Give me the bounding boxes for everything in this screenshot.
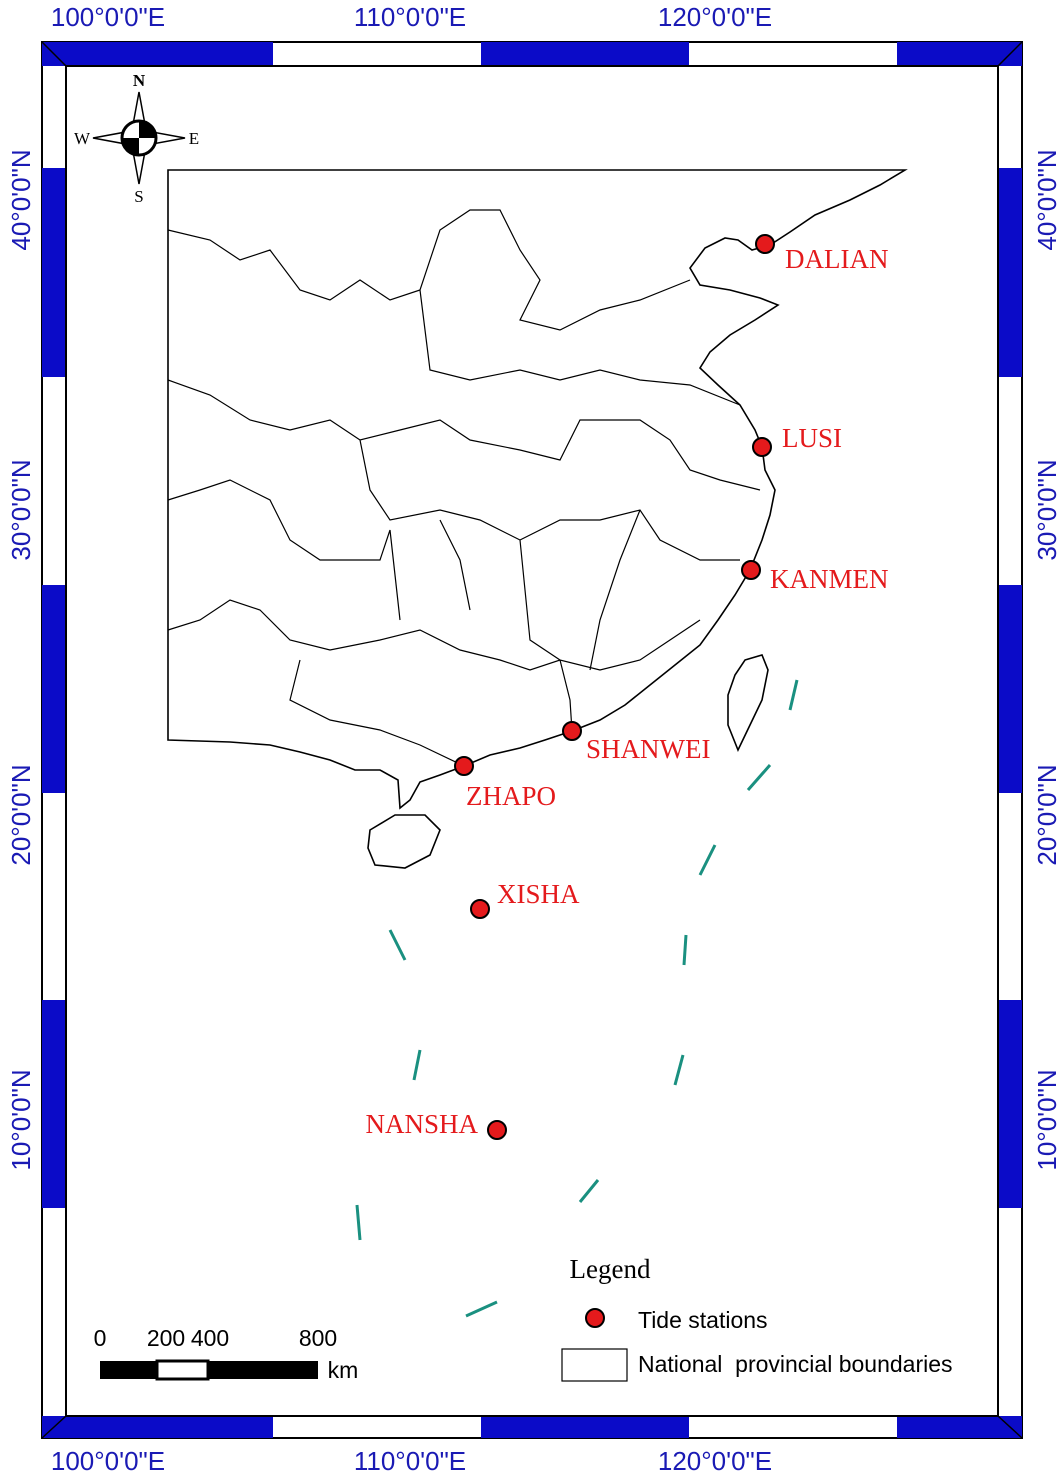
station-label: LUSI: [782, 423, 842, 453]
north-arrow: N S W E: [74, 71, 199, 206]
station-label: SHANWEI: [586, 734, 710, 764]
station-marker: [752, 437, 772, 457]
compass-label: S: [134, 187, 143, 206]
scale-label: 0: [94, 1325, 107, 1351]
station-label: ZHAPO: [466, 781, 556, 811]
station-marker: [562, 721, 582, 741]
station-marker: [454, 756, 474, 776]
lat-label: 30°0'0"N: [1032, 459, 1062, 560]
lat-label: 40°0'0"N: [6, 149, 36, 250]
lat-label: 10°0'0"N: [6, 1069, 36, 1170]
station-marker: [755, 234, 775, 254]
scale-label: 800: [299, 1325, 337, 1351]
lon-label: 120°0'0"E: [658, 1446, 772, 1476]
compass-label: E: [189, 129, 199, 148]
legend-label: Tide stations: [638, 1307, 768, 1333]
lat-label: 40°0'0"N: [1032, 149, 1062, 250]
lat-label: 20°0'0"N: [6, 764, 36, 865]
nine-dash-line: [355, 679, 799, 1318]
station-label: NANSHA: [365, 1109, 478, 1139]
station-label: DALIAN: [785, 244, 888, 274]
lon-label: 110°0'0"E: [354, 1446, 466, 1476]
scale-bar: 0 200 400 800 km: [94, 1325, 359, 1383]
compass-label: W: [74, 129, 91, 148]
lat-label: 10°0'0"N: [1032, 1069, 1062, 1170]
legend: Legend Tide stations National provincial…: [561, 1254, 953, 1382]
scale-unit: km: [328, 1357, 359, 1383]
lon-label: 120°0'0"E: [658, 2, 772, 32]
scale-label: 400: [191, 1325, 229, 1351]
land: [167, 169, 908, 869]
frame: [41, 41, 1023, 1439]
station-marker: [470, 899, 490, 919]
station-marker: [487, 1120, 507, 1140]
legend-title: Legend: [570, 1254, 651, 1284]
station-label: KANMEN: [770, 564, 889, 594]
lon-label: 110°0'0"E: [354, 2, 466, 32]
lon-label: 100°0'0"E: [51, 2, 165, 32]
legend-label: National provincial boundaries: [638, 1351, 953, 1377]
station-marker: [741, 560, 761, 580]
stations: DALIAN LUSI KANMEN SHANWEI ZHAPO XISHA NANSHA: [365, 234, 889, 1140]
lat-label: 30°0'0"N: [6, 459, 36, 560]
graticule-labels: 100°0'0"E 110°0'0"E 120°0'0"E 100°0'0"E …: [6, 2, 1062, 1476]
lat-label: 20°0'0"N: [1032, 764, 1062, 865]
scale-label: 200: [147, 1325, 185, 1351]
station-label: XISHA: [497, 879, 580, 909]
compass-label: N: [133, 71, 146, 90]
lon-label: 100°0'0"E: [51, 1446, 165, 1476]
